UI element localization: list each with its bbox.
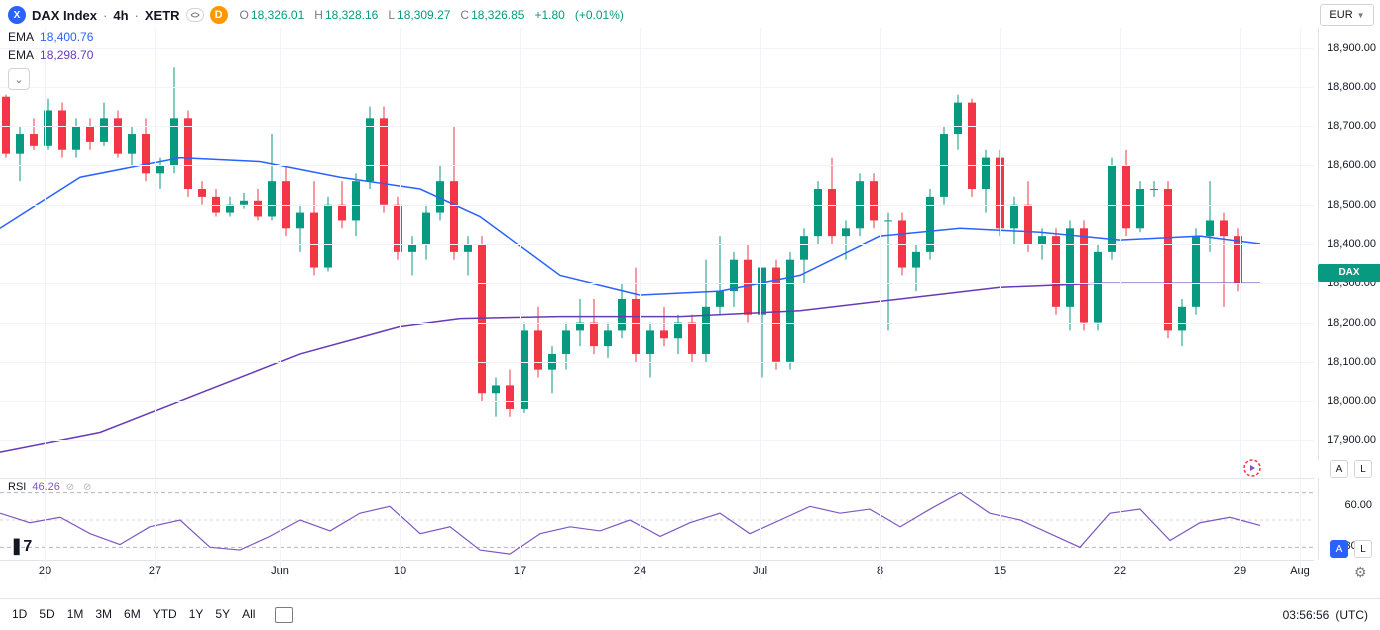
current-price-tag: DAX	[1318, 264, 1380, 282]
tradingview-logo[interactable]: ❚7	[10, 536, 32, 556]
price-tick: 18,900.00	[1327, 42, 1376, 54]
log-button[interactable]: L	[1354, 460, 1372, 478]
chevron-down-icon: ▼	[1357, 11, 1365, 20]
separator-dot: ·	[103, 8, 107, 23]
ohlc-low: 18,309.27	[397, 8, 450, 22]
symbol-badge-icon: X	[8, 6, 26, 24]
ohlc-change-pct: (+0.01%)	[575, 8, 624, 22]
price-tick: 18,600.00	[1327, 159, 1376, 171]
price-tick: 18,000.00	[1327, 395, 1376, 407]
timeframe-1d[interactable]: 1D	[12, 607, 27, 623]
rsi-label[interactable]: RSI	[8, 481, 26, 493]
rsi-panel[interactable]: RSI 46.26 ⊘ ⊘	[0, 478, 1314, 560]
timeframe-6m[interactable]: 6M	[124, 607, 141, 623]
settings-gear-icon[interactable]: ⚙	[1354, 564, 1372, 582]
collapse-toggle-button[interactable]: ⌄	[8, 68, 30, 90]
clock-time: 03:56:56	[1283, 608, 1330, 622]
price-axis[interactable]: 18,900.00 18,800.00 18,700.00 18,600.00 18,5…	[1318, 28, 1380, 460]
ema2-label[interactable]: EMA	[8, 48, 34, 62]
price-tick: 18,500.00	[1327, 199, 1376, 211]
ohlc-display: O18,326.01 H18,328.16 L18,309.27 C18,326…	[240, 8, 624, 22]
ohlc-open: 18,326.01	[251, 8, 304, 22]
rsi-tick: 60.00	[1344, 499, 1372, 511]
price-tick: 18,700.00	[1327, 120, 1376, 132]
price-tick: 18,200.00	[1327, 317, 1376, 329]
visibility-toggle-icon[interactable]	[186, 8, 204, 22]
interval-label[interactable]: 4h	[113, 8, 128, 23]
clock-display: 03:56:56 (UTC)	[1283, 608, 1368, 622]
replay-icon[interactable]	[1242, 458, 1262, 478]
currency-selector[interactable]: EUR ▼	[1320, 4, 1374, 26]
rsi-svg	[0, 479, 1314, 561]
rsi-al-buttons: A L	[1330, 540, 1372, 558]
indicator-legend: EMA 18,400.76 EMA 18,298.70	[8, 28, 93, 64]
price-tick: 18,100.00	[1327, 356, 1376, 368]
exchange-label: XETR	[145, 8, 180, 23]
price-tick: 18,400.00	[1327, 238, 1376, 250]
timeframe-5y[interactable]: 5Y	[215, 607, 230, 623]
ema1-label[interactable]: EMA	[8, 30, 34, 44]
auto-button[interactable]: A	[1330, 460, 1348, 478]
footer-bar: 1D 5D 1M 3M 6M YTD 1Y 5Y All 03:56:56 (UTC)	[0, 598, 1380, 630]
time-axis[interactable]: 2027Jun101724Jul8152229Aug	[0, 560, 1314, 584]
chart-al-buttons: A L	[1330, 460, 1372, 478]
timeframe-selector: 1D 5D 1M 3M 6M YTD 1Y 5Y All	[12, 607, 293, 623]
data-mode-badge[interactable]: D	[210, 6, 228, 24]
chart-header: X DAX Index · 4h · XETR D O18,326.01 H18…	[8, 6, 624, 24]
timeframe-1y[interactable]: 1Y	[189, 607, 204, 623]
ema2-value: 18,298.70	[40, 48, 93, 62]
symbol-title[interactable]: DAX Index	[32, 8, 97, 23]
price-tick: 18,800.00	[1327, 81, 1376, 93]
ohlc-close: 18,326.85	[471, 8, 524, 22]
calendar-icon[interactable]	[275, 607, 293, 623]
timeframe-5d[interactable]: 5D	[39, 607, 54, 623]
rsi-log-button[interactable]: L	[1354, 540, 1372, 558]
rsi-auto-button[interactable]: A	[1330, 540, 1348, 558]
ohlc-high: 18,328.16	[325, 8, 378, 22]
rsi-value: 46.26	[32, 481, 60, 493]
separator-dot: ·	[135, 8, 139, 23]
timeframe-1m[interactable]: 1M	[67, 607, 84, 623]
clock-tz: (UTC)	[1335, 608, 1368, 622]
timeframe-all[interactable]: All	[242, 607, 255, 623]
currency-label: EUR	[1329, 9, 1352, 21]
rsi-settings-icon[interactable]: ⊘ ⊘	[66, 482, 95, 493]
ema1-value: 18,400.76	[40, 30, 93, 44]
ohlc-change: +1.80	[534, 8, 564, 22]
timeframe-ytd[interactable]: YTD	[153, 607, 177, 623]
price-tick: 17,900.00	[1327, 434, 1376, 446]
timeframe-3m[interactable]: 3M	[95, 607, 112, 623]
